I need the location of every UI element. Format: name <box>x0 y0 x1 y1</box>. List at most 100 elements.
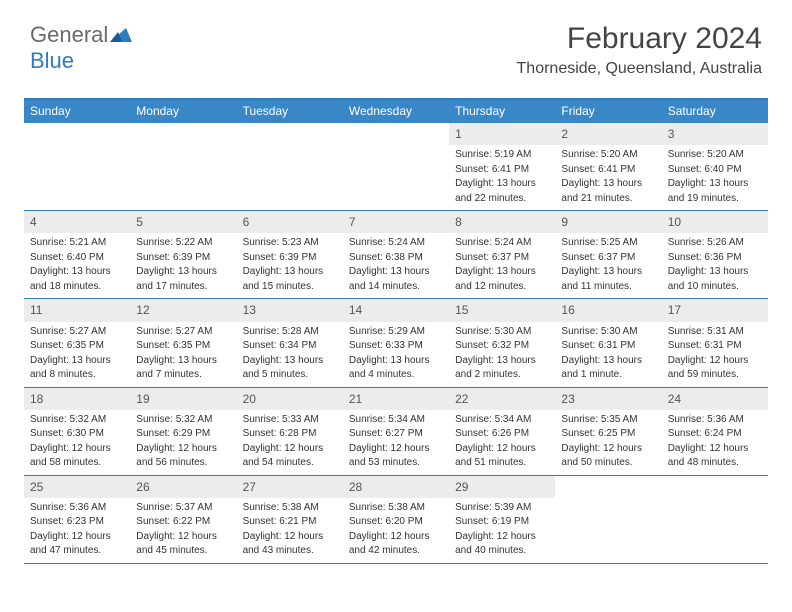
day-line-ss: Sunset: 6:34 PM <box>243 339 337 353</box>
day-line-dl2: and 48 minutes. <box>668 456 762 470</box>
day-line-sr: Sunrise: 5:20 AM <box>668 148 762 162</box>
day-number: 1 <box>449 123 555 145</box>
day-line-dl1: Daylight: 12 hours <box>668 354 762 368</box>
day-number: 8 <box>449 211 555 233</box>
day-cell: 13Sunrise: 5:28 AMSunset: 6:34 PMDayligh… <box>237 299 343 386</box>
dow-cell: Saturday <box>662 100 768 123</box>
day-body: Sunrise: 5:25 AMSunset: 6:37 PMDaylight:… <box>555 233 661 298</box>
day-cell <box>555 476 661 563</box>
day-cell: 26Sunrise: 5:37 AMSunset: 6:22 PMDayligh… <box>130 476 236 563</box>
dow-cell: Thursday <box>449 100 555 123</box>
day-number: 11 <box>24 299 130 321</box>
day-body: Sunrise: 5:27 AMSunset: 6:35 PMDaylight:… <box>24 322 130 387</box>
day-body: Sunrise: 5:28 AMSunset: 6:34 PMDaylight:… <box>237 322 343 387</box>
day-number: 7 <box>343 211 449 233</box>
day-body: Sunrise: 5:27 AMSunset: 6:35 PMDaylight:… <box>130 322 236 387</box>
day-line-sr: Sunrise: 5:22 AM <box>136 236 230 250</box>
day-line-sr: Sunrise: 5:34 AM <box>349 413 443 427</box>
day-number: 10 <box>662 211 768 233</box>
day-cell: 16Sunrise: 5:30 AMSunset: 6:31 PMDayligh… <box>555 299 661 386</box>
day-line-dl1: Daylight: 12 hours <box>243 442 337 456</box>
day-line-dl2: and 43 minutes. <box>243 544 337 558</box>
day-cell: 6Sunrise: 5:23 AMSunset: 6:39 PMDaylight… <box>237 211 343 298</box>
day-line-sr: Sunrise: 5:38 AM <box>349 501 443 515</box>
day-line-dl1: Daylight: 13 hours <box>349 354 443 368</box>
day-line-ss: Sunset: 6:21 PM <box>243 515 337 529</box>
logo-text-2: Blue <box>30 48 74 74</box>
day-line-ss: Sunset: 6:29 PM <box>136 427 230 441</box>
day-line-ss: Sunset: 6:20 PM <box>349 515 443 529</box>
day-line-ss: Sunset: 6:36 PM <box>668 251 762 265</box>
day-body: Sunrise: 5:29 AMSunset: 6:33 PMDaylight:… <box>343 322 449 387</box>
day-cell <box>24 123 130 210</box>
day-number: 19 <box>130 388 236 410</box>
day-line-dl2: and 54 minutes. <box>243 456 337 470</box>
day-line-sr: Sunrise: 5:24 AM <box>455 236 549 250</box>
day-line-ss: Sunset: 6:40 PM <box>668 163 762 177</box>
day-line-dl1: Daylight: 13 hours <box>561 177 655 191</box>
day-line-dl1: Daylight: 12 hours <box>243 530 337 544</box>
day-line-dl2: and 2 minutes. <box>455 368 549 382</box>
day-line-dl2: and 15 minutes. <box>243 280 337 294</box>
day-line-sr: Sunrise: 5:29 AM <box>349 325 443 339</box>
day-cell <box>343 123 449 210</box>
day-body: Sunrise: 5:19 AMSunset: 6:41 PMDaylight:… <box>449 145 555 210</box>
day-line-dl1: Daylight: 13 hours <box>668 265 762 279</box>
day-line-sr: Sunrise: 5:36 AM <box>668 413 762 427</box>
day-line-ss: Sunset: 6:39 PM <box>243 251 337 265</box>
day-line-ss: Sunset: 6:32 PM <box>455 339 549 353</box>
day-cell: 21Sunrise: 5:34 AMSunset: 6:27 PMDayligh… <box>343 388 449 475</box>
day-line-sr: Sunrise: 5:35 AM <box>561 413 655 427</box>
day-line-dl1: Daylight: 13 hours <box>136 354 230 368</box>
day-line-ss: Sunset: 6:27 PM <box>349 427 443 441</box>
day-number: 5 <box>130 211 236 233</box>
day-body: Sunrise: 5:21 AMSunset: 6:40 PMDaylight:… <box>24 233 130 298</box>
day-line-dl2: and 21 minutes. <box>561 192 655 206</box>
day-line-sr: Sunrise: 5:21 AM <box>30 236 124 250</box>
logo: General <box>30 22 134 48</box>
day-line-ss: Sunset: 6:24 PM <box>668 427 762 441</box>
day-cell: 18Sunrise: 5:32 AMSunset: 6:30 PMDayligh… <box>24 388 130 475</box>
day-line-sr: Sunrise: 5:27 AM <box>30 325 124 339</box>
day-line-sr: Sunrise: 5:39 AM <box>455 501 549 515</box>
day-number: 18 <box>24 388 130 410</box>
day-body: Sunrise: 5:20 AMSunset: 6:40 PMDaylight:… <box>662 145 768 210</box>
day-body: Sunrise: 5:30 AMSunset: 6:32 PMDaylight:… <box>449 322 555 387</box>
day-line-ss: Sunset: 6:30 PM <box>30 427 124 441</box>
day-number: 28 <box>343 476 449 498</box>
day-number: 29 <box>449 476 555 498</box>
day-cell <box>130 123 236 210</box>
day-body: Sunrise: 5:22 AMSunset: 6:39 PMDaylight:… <box>130 233 236 298</box>
day-line-dl1: Daylight: 12 hours <box>561 442 655 456</box>
day-line-sr: Sunrise: 5:30 AM <box>455 325 549 339</box>
day-line-dl1: Daylight: 12 hours <box>136 442 230 456</box>
day-cell: 17Sunrise: 5:31 AMSunset: 6:31 PMDayligh… <box>662 299 768 386</box>
day-number: 13 <box>237 299 343 321</box>
day-cell: 27Sunrise: 5:38 AMSunset: 6:21 PMDayligh… <box>237 476 343 563</box>
day-line-dl1: Daylight: 13 hours <box>561 354 655 368</box>
day-line-dl2: and 59 minutes. <box>668 368 762 382</box>
calendar: SundayMondayTuesdayWednesdayThursdayFrid… <box>24 98 768 564</box>
day-body: Sunrise: 5:24 AMSunset: 6:38 PMDaylight:… <box>343 233 449 298</box>
day-cell: 19Sunrise: 5:32 AMSunset: 6:29 PMDayligh… <box>130 388 236 475</box>
day-cell: 11Sunrise: 5:27 AMSunset: 6:35 PMDayligh… <box>24 299 130 386</box>
day-cell: 10Sunrise: 5:26 AMSunset: 6:36 PMDayligh… <box>662 211 768 298</box>
day-cell: 7Sunrise: 5:24 AMSunset: 6:38 PMDaylight… <box>343 211 449 298</box>
day-number: 2 <box>555 123 661 145</box>
day-line-dl2: and 10 minutes. <box>668 280 762 294</box>
day-line-dl2: and 47 minutes. <box>30 544 124 558</box>
day-number: 16 <box>555 299 661 321</box>
day-number: 21 <box>343 388 449 410</box>
day-line-dl2: and 1 minute. <box>561 368 655 382</box>
dow-cell: Friday <box>555 100 661 123</box>
day-number: 22 <box>449 388 555 410</box>
day-line-dl1: Daylight: 13 hours <box>668 177 762 191</box>
day-number: 20 <box>237 388 343 410</box>
day-line-dl2: and 45 minutes. <box>136 544 230 558</box>
day-cell: 3Sunrise: 5:20 AMSunset: 6:40 PMDaylight… <box>662 123 768 210</box>
day-line-sr: Sunrise: 5:37 AM <box>136 501 230 515</box>
day-body: Sunrise: 5:31 AMSunset: 6:31 PMDaylight:… <box>662 322 768 387</box>
day-line-dl1: Daylight: 12 hours <box>349 530 443 544</box>
day-number: 4 <box>24 211 130 233</box>
day-cell: 14Sunrise: 5:29 AMSunset: 6:33 PMDayligh… <box>343 299 449 386</box>
